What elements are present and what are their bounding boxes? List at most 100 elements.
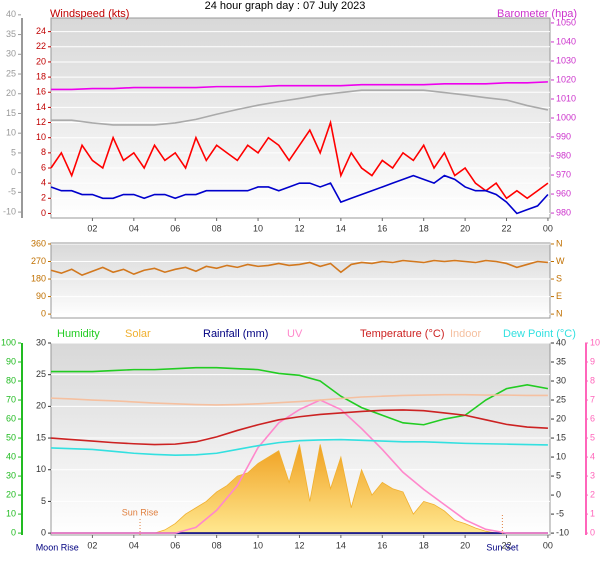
y-tick-label: 16 bbox=[36, 87, 46, 97]
y-tick-label: 9 bbox=[590, 356, 595, 366]
line bbox=[50, 174, 549, 215]
y-tick-label: 0 bbox=[41, 527, 46, 537]
line bbox=[51, 89, 549, 126]
y-tick-label: 6 bbox=[41, 162, 46, 172]
y-tick-label: 24 bbox=[36, 26, 46, 36]
y-tick-label: 270 bbox=[31, 256, 46, 266]
y-tick-label: 2 bbox=[590, 489, 595, 499]
y-tick-label: 90 bbox=[36, 291, 46, 301]
y-tick-label: 0 bbox=[11, 167, 16, 177]
line bbox=[50, 409, 548, 446]
y-tick-label: N bbox=[556, 308, 563, 318]
y-tick-label: 0 bbox=[41, 208, 46, 218]
y-tick-label: 20 bbox=[36, 401, 46, 411]
x-tick-label: 14 bbox=[336, 540, 346, 550]
y-tick-label: 1050 bbox=[556, 17, 576, 27]
x-tick-label: 10 bbox=[253, 223, 263, 233]
y-tick-label: 960 bbox=[556, 188, 571, 198]
y-tick-label: 20 bbox=[36, 56, 46, 66]
y-tick-label: 8 bbox=[41, 147, 46, 157]
y-tick-label: 4 bbox=[41, 178, 46, 188]
y-tick-label: S bbox=[556, 273, 562, 283]
y-tick-label: 20 bbox=[6, 88, 16, 98]
x-tick-label: 12 bbox=[294, 223, 304, 233]
y-tick-label: 22 bbox=[36, 41, 46, 51]
legend-label: Dew Point (°C) bbox=[503, 328, 576, 340]
y-tick-label: 70 bbox=[6, 394, 16, 404]
y-tick-label: 0 bbox=[41, 308, 46, 318]
y-axis-title: Windspeed (kts) bbox=[50, 8, 129, 20]
line bbox=[50, 119, 549, 200]
y-tick-label: 970 bbox=[556, 169, 571, 179]
y-tick-label: 15 bbox=[6, 108, 16, 118]
line bbox=[51, 81, 548, 91]
y-tick-label: 15 bbox=[36, 432, 46, 442]
y-tick-label: 1030 bbox=[556, 55, 576, 65]
y-tick-label: 50 bbox=[6, 432, 16, 442]
y-tick-label: 0 bbox=[11, 527, 16, 537]
x-tick-label: 06 bbox=[170, 540, 180, 550]
y-tick-label: 6 bbox=[590, 413, 595, 423]
y-tick-label: E bbox=[556, 291, 562, 301]
legend-label: UV bbox=[287, 328, 303, 340]
y-tick-label: 3 bbox=[590, 470, 595, 480]
x-tick-label: 00 bbox=[543, 223, 553, 233]
y-tick-label: -10 bbox=[3, 206, 16, 216]
y-tick-label: 80 bbox=[6, 375, 16, 385]
x-tick-label: 08 bbox=[212, 540, 222, 550]
y-tick-label: -5 bbox=[8, 187, 16, 197]
y2-axis-title: Barometer (hpa) bbox=[497, 8, 577, 20]
y-tick-label: 4 bbox=[590, 451, 595, 461]
x-tick-label: 22 bbox=[502, 540, 512, 550]
y-tick-label: 30 bbox=[6, 49, 16, 59]
y-tick-label: 100 bbox=[1, 337, 16, 347]
x-tick-label: 02 bbox=[87, 540, 97, 550]
y-tick-label: 60 bbox=[6, 413, 16, 423]
x-tick-label: 16 bbox=[377, 540, 387, 550]
y-tick-label: 25 bbox=[36, 369, 46, 379]
chart-title: 24 hour graph day : 07 July 2023 bbox=[205, 0, 366, 12]
y-tick-label: W bbox=[556, 256, 565, 266]
y-tick-label: 15 bbox=[556, 432, 566, 442]
y-tick-label: 2 bbox=[41, 193, 46, 203]
y-tick-label: 30 bbox=[36, 337, 46, 347]
x-tick-label: 12 bbox=[294, 540, 304, 550]
annotation: Sun Rise bbox=[122, 507, 159, 517]
y-tick-label: -10 bbox=[556, 527, 569, 537]
legend-label: Rainfall (mm) bbox=[203, 328, 268, 340]
legend-label: Solar bbox=[125, 328, 151, 340]
line bbox=[50, 438, 548, 456]
annotation: Moon Rise bbox=[36, 542, 79, 552]
y-tick-label: 10 bbox=[556, 451, 566, 461]
y-tick-label: 7 bbox=[590, 394, 595, 404]
y-tick-label: 40 bbox=[556, 337, 566, 347]
x-tick-label: 22 bbox=[502, 223, 512, 233]
y-tick-label: 5 bbox=[556, 470, 561, 480]
y-tick-label: 5 bbox=[590, 432, 595, 442]
y-tick-label: 10 bbox=[36, 464, 46, 474]
y-tick-label: 1040 bbox=[556, 36, 576, 46]
y-tick-label: 1020 bbox=[556, 74, 576, 84]
y-tick-label: 5 bbox=[41, 496, 46, 506]
plot-area bbox=[50, 242, 551, 319]
annotation: Sun Set bbox=[486, 542, 519, 552]
y-tick-label: 40 bbox=[6, 9, 16, 19]
y-tick-label: 1 bbox=[590, 508, 595, 518]
x-tick-label: 04 bbox=[129, 540, 139, 550]
y-tick-label: 0 bbox=[590, 527, 595, 537]
x-tick-label: 20 bbox=[460, 540, 470, 550]
x-tick-label: 02 bbox=[87, 223, 97, 233]
y-tick-label: 180 bbox=[31, 273, 46, 283]
y-tick-label: 980 bbox=[556, 150, 571, 160]
legend-label: Indoor bbox=[450, 328, 482, 340]
y-tick-label: N bbox=[556, 238, 563, 248]
line bbox=[50, 259, 549, 277]
y-tick-label: 25 bbox=[556, 394, 566, 404]
x-tick-label: 18 bbox=[419, 540, 429, 550]
y-tick-label: 25 bbox=[6, 68, 16, 78]
y-tick-label: 0 bbox=[556, 489, 561, 499]
y-tick-label: 35 bbox=[6, 29, 16, 39]
y-tick-label: 5 bbox=[11, 147, 16, 157]
legend-label: Temperature (°C) bbox=[360, 328, 444, 340]
